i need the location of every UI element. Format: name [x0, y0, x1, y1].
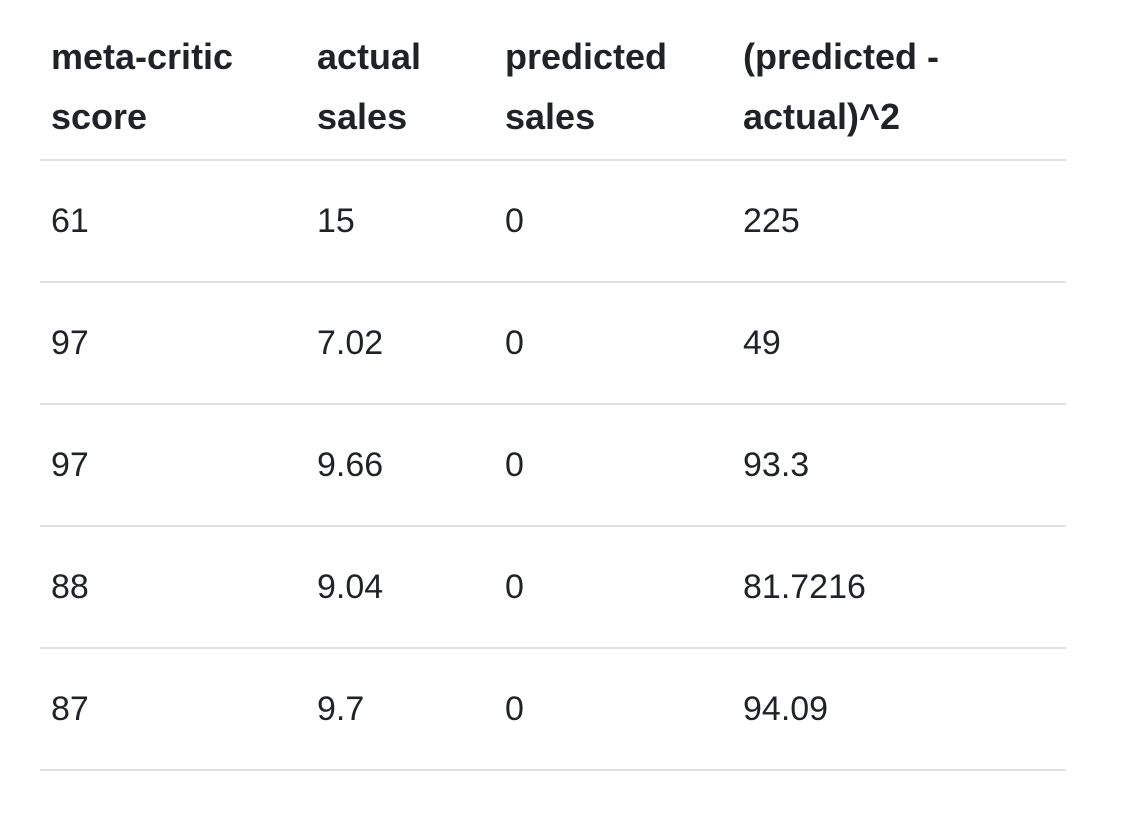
- data-table-container: meta-critic score actual sales predicted…: [40, 20, 1066, 771]
- cell-meta-critic-score: 97: [51, 324, 89, 362]
- cell-predicted-sales: 0: [505, 568, 524, 606]
- cell-actual-sales: 15: [317, 202, 355, 240]
- table-row: 97 9.66 0 93.3: [40, 404, 1066, 526]
- header-squared-error: (predicted - actual)^2: [743, 36, 940, 137]
- cell-meta-critic-score: 61: [51, 202, 89, 240]
- cell-squared-error: 49: [743, 324, 781, 362]
- cell-predicted-sales: 0: [505, 446, 524, 484]
- cell-meta-critic-score: 97: [51, 446, 89, 484]
- table-row: 87 9.7 0 94.09: [40, 648, 1066, 770]
- cell-squared-error: 225: [743, 202, 800, 240]
- cell-meta-critic-score: 87: [51, 690, 89, 728]
- cell-actual-sales: 9.66: [317, 446, 384, 484]
- cell-predicted-sales: 0: [505, 202, 524, 240]
- table-header: meta-critic score actual sales predicted…: [40, 20, 1066, 160]
- table-row: 97 7.02 0 49: [40, 282, 1066, 404]
- table-row: 61 15 0 225: [40, 160, 1066, 282]
- sales-prediction-table: meta-critic score actual sales predicted…: [40, 20, 1066, 771]
- cell-actual-sales: 9.7: [317, 690, 365, 728]
- cell-squared-error: 93.3: [743, 446, 810, 484]
- cell-meta-critic-score: 88: [51, 568, 89, 606]
- header-row: meta-critic score actual sales predicted…: [40, 20, 1066, 160]
- header-actual-sales: actual sales: [317, 36, 422, 137]
- cell-predicted-sales: 0: [505, 324, 524, 362]
- header-predicted-sales: predicted sales: [505, 36, 668, 137]
- header-meta-critic-score: meta-critic score: [51, 36, 234, 137]
- cell-squared-error: 94.09: [743, 690, 829, 728]
- cell-actual-sales: 7.02: [317, 324, 384, 362]
- cell-predicted-sales: 0: [505, 690, 524, 728]
- table-body: 61 15 0 225 97 7.02 0 49 97 9.66 0 93.3 …: [40, 160, 1066, 770]
- cell-squared-error: 81.7216: [743, 568, 866, 606]
- table-row: 88 9.04 0 81.7216: [40, 526, 1066, 648]
- cell-actual-sales: 9.04: [317, 568, 384, 606]
